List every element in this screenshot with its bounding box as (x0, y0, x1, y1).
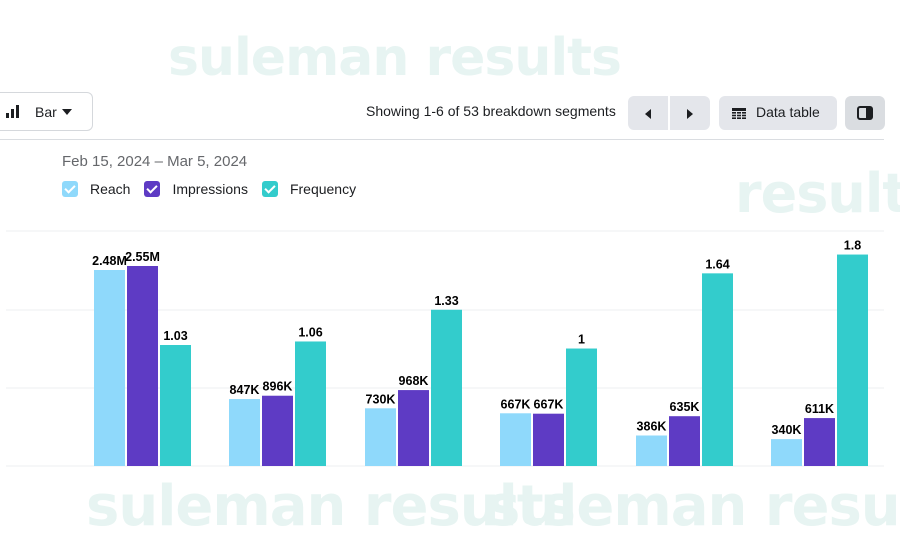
bar-chart-icon (6, 105, 20, 118)
data-label-frequency: 1.06 (298, 325, 322, 339)
bar-reach[interactable] (94, 270, 125, 466)
data-label-impressions: 968K (399, 374, 429, 388)
data-label-impressions: 635K (670, 400, 700, 414)
data-label-impressions: 896K (263, 380, 293, 394)
checkbox-checked-icon[interactable] (261, 181, 278, 197)
side-panel-icon (857, 106, 873, 120)
bar-reach[interactable] (500, 413, 531, 466)
bar-frequency[interactable] (160, 345, 191, 466)
legend-item-reach[interactable]: Reach (62, 181, 130, 197)
date-range: Feb 15, 2024 – Mar 5, 2024 (62, 153, 248, 170)
data-label-reach: 2.48M (92, 254, 127, 268)
bar-frequency[interactable] (566, 348, 597, 466)
data-label-reach: 386K (637, 419, 667, 433)
bar-frequency[interactable] (702, 273, 733, 466)
legend-item-frequency[interactable]: Frequency (261, 181, 357, 197)
data-table-button[interactable]: Data table (719, 96, 837, 130)
legend-label-frequency: Frequency (289, 181, 357, 197)
bar-impressions[interactable] (262, 395, 293, 466)
chevron-right-icon (687, 109, 693, 119)
data-label-reach: 730K (366, 392, 396, 406)
bar-frequency[interactable] (837, 254, 868, 466)
data-label-impressions: 2.55M (125, 250, 160, 264)
bar-frequency[interactable] (431, 309, 462, 466)
bar-impressions[interactable] (398, 390, 429, 466)
table-icon (732, 108, 746, 119)
side-panel-toggle-button[interactable] (845, 96, 885, 130)
watermark-right: result (735, 162, 900, 225)
next-page-button[interactable] (670, 96, 710, 130)
bar-reach[interactable] (365, 408, 396, 466)
caret-down-icon (62, 109, 72, 115)
data-label-reach: 667K (501, 397, 531, 411)
data-label-impressions: 611K (805, 402, 834, 416)
checkbox-checked-icon[interactable] (144, 181, 161, 197)
data-label-frequency: 1.03 (163, 329, 187, 343)
data-table-label: Data table (756, 104, 820, 120)
bar-reach[interactable] (636, 435, 667, 466)
watermark-top: suleman results (168, 28, 622, 88)
data-label-frequency: 1.33 (434, 294, 458, 308)
legend-label-reach: Reach (90, 181, 131, 197)
chart-legend: Reach Impressions Frequency (62, 181, 370, 197)
bar-impressions[interactable] (533, 413, 564, 466)
data-label-reach: 847K (230, 383, 260, 397)
watermark-bottom-right: suleman results (487, 474, 900, 539)
legend-label-impressions: Impressions (172, 181, 248, 197)
bar-impressions[interactable] (804, 418, 835, 466)
data-label-reach: 340K (772, 423, 802, 437)
bar-reach[interactable] (229, 399, 260, 466)
data-label-frequency: 1 (578, 333, 585, 347)
chart-toolbar: Bar Showing 1-6 of 53 breakdown segments… (0, 92, 885, 136)
bar-reach[interactable] (771, 439, 802, 466)
previous-page-button[interactable] (628, 96, 668, 130)
legend-item-impressions[interactable]: Impressions (144, 181, 248, 197)
bar-frequency[interactable] (295, 341, 326, 466)
toolbar-divider (0, 139, 884, 140)
data-label-frequency: 1.8 (844, 239, 861, 253)
data-label-frequency: 1.64 (705, 257, 729, 271)
chart-type-label: Bar (35, 104, 57, 120)
checkbox-checked-icon[interactable] (62, 181, 78, 197)
watermark-bottom-left: suleman results (86, 474, 576, 539)
breakdown-segments-count: Showing 1-6 of 53 breakdown segments (366, 103, 616, 119)
bar-impressions[interactable] (127, 266, 158, 466)
bar-impressions[interactable] (669, 416, 700, 466)
chart-type-dropdown[interactable]: Bar (0, 92, 93, 131)
chevron-left-icon (645, 109, 651, 119)
data-label-impressions: 667K (534, 398, 564, 412)
